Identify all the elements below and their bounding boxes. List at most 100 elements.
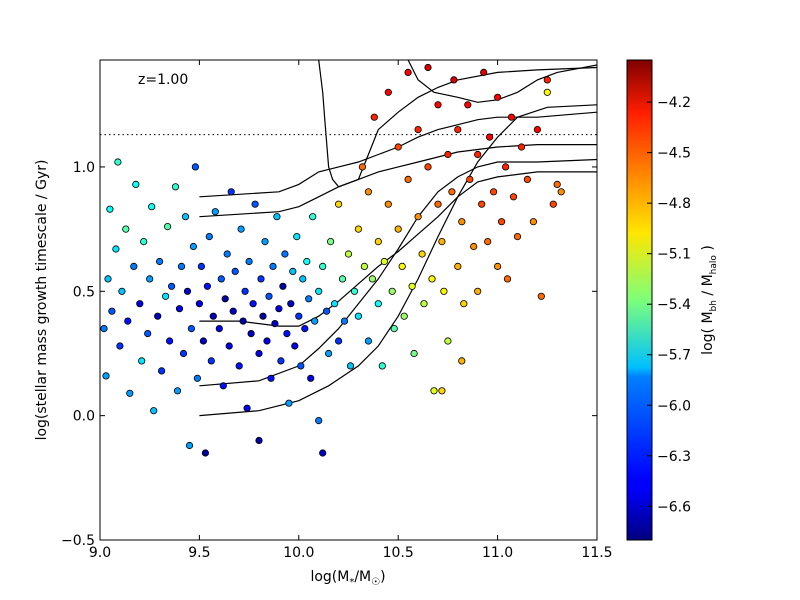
y-tick-label: 1.0 (73, 160, 95, 176)
data-point (378, 362, 386, 370)
y-axis: −0.5 0.0 0.5 1.0 (61, 160, 597, 549)
data-point (187, 324, 195, 333)
contour-lines (199, 60, 597, 417)
data-point (346, 362, 355, 370)
x-tick-label: 11.0 (482, 545, 513, 561)
data-point (319, 449, 327, 457)
data-point (384, 200, 392, 208)
data-point (330, 300, 339, 308)
data-point (261, 238, 269, 246)
data-point (116, 342, 124, 350)
data-point (201, 449, 209, 457)
data-point (311, 317, 319, 325)
data-point (400, 312, 408, 320)
contour-2 (199, 171, 597, 327)
data-point (205, 233, 213, 241)
data-point (440, 287, 448, 295)
data-point (460, 300, 468, 308)
data-point (410, 349, 418, 358)
data-point (126, 389, 134, 397)
data-point (493, 93, 502, 101)
data-point (354, 225, 362, 233)
data-point (368, 275, 376, 283)
x-axis-label: log(M*/M☉) (310, 569, 385, 588)
data-point (146, 275, 154, 283)
data-point (408, 282, 416, 290)
colorbar-label: log( Mbh / Mhalo ) (700, 245, 719, 355)
data-point (358, 163, 366, 171)
data-point (166, 337, 174, 345)
colorbar-tick-label: −6.3 (657, 449, 691, 465)
contour-1 (199, 158, 597, 387)
data-point (100, 324, 108, 333)
data-point (168, 282, 176, 290)
data-point (209, 312, 217, 320)
plot-area (100, 60, 597, 540)
data-point (249, 300, 257, 308)
data-point (448, 188, 456, 196)
data-point (454, 126, 462, 134)
data-point (438, 387, 446, 395)
colorbar-tick-label: −6.0 (657, 398, 691, 414)
data-point (197, 262, 205, 270)
data-point (162, 292, 170, 300)
data-point (326, 238, 335, 246)
y-axis-label: log(stellar mass growth timescale / Gyr) (34, 160, 50, 441)
data-point (430, 387, 438, 395)
data-point (148, 203, 156, 211)
data-point (241, 287, 249, 295)
data-point (217, 275, 225, 283)
contour-3 (199, 144, 597, 218)
data-point (132, 180, 140, 188)
data-point (269, 262, 277, 270)
data-point (301, 324, 309, 333)
data-point (307, 374, 315, 382)
data-point (478, 200, 486, 208)
data-point (193, 374, 201, 382)
data-point (319, 262, 327, 270)
data-point (394, 225, 402, 233)
data-point (235, 362, 243, 370)
data-point (480, 68, 488, 77)
data-point (557, 188, 565, 196)
data-point (171, 183, 180, 191)
data-point (263, 337, 271, 345)
data-point (215, 324, 223, 333)
y-tick-label: 0.0 (73, 409, 95, 425)
data-point (275, 305, 283, 313)
data-point (424, 63, 432, 72)
data-point (114, 158, 122, 166)
data-point (239, 317, 247, 325)
x-tick-label: 9.0 (89, 545, 111, 561)
data-point (130, 262, 138, 270)
data-point (112, 245, 120, 253)
data-point (474, 150, 482, 159)
data-point (549, 200, 557, 208)
data-point (287, 300, 295, 308)
colorbar-tick-label: −6.6 (657, 499, 691, 515)
contour-5 (318, 60, 597, 188)
data-point (223, 250, 231, 258)
data-point (388, 287, 396, 295)
data-point (529, 218, 538, 226)
data-point (553, 180, 561, 188)
data-point (384, 88, 392, 96)
colorbar-tick-label: −4.8 (657, 196, 691, 212)
data-point (251, 200, 259, 208)
data-point (144, 329, 152, 338)
data-point (150, 407, 158, 415)
data-point (247, 329, 255, 338)
data-point (485, 133, 494, 141)
data-point (227, 188, 235, 196)
data-point (237, 225, 245, 233)
data-point (360, 262, 368, 270)
data-point (503, 275, 512, 283)
data-point (299, 275, 307, 283)
data-point (221, 295, 229, 303)
y-tick-label: −0.5 (61, 533, 95, 549)
data-point (497, 218, 506, 226)
data-point (470, 242, 478, 251)
data-point (164, 223, 172, 231)
colorbar-tick-label: −4.5 (657, 146, 691, 162)
data-point (281, 250, 289, 258)
